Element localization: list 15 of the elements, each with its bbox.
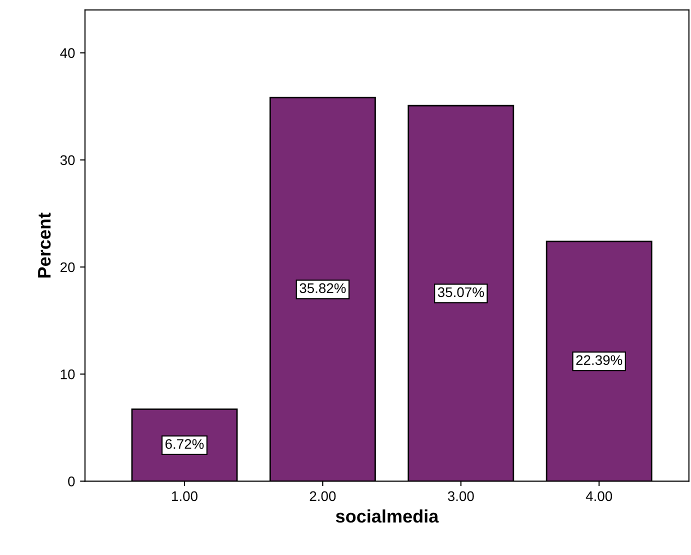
y-axis-title: Percent [38, 212, 51, 278]
data-label: 6.72% [166, 439, 204, 449]
y-tick-label: 0 [68, 476, 75, 486]
data-label: 35.07% [438, 287, 484, 298]
y-tick-label: 10 [60, 369, 75, 380]
x-tick-label: 3.00 [448, 491, 474, 502]
y-tick-label: 40 [60, 48, 75, 58]
x-tick-label: 1.00 [172, 491, 198, 502]
y-tick-label: 30 [60, 155, 75, 166]
y-tick-label: 20 [60, 262, 75, 272]
data-label: 35.82% [300, 283, 346, 294]
data-label: 22.39% [576, 355, 622, 366]
x-axis-title: socialmedia [336, 509, 439, 523]
x-tick-label: 4.00 [586, 491, 612, 502]
x-tick-label: 2.00 [310, 491, 336, 502]
